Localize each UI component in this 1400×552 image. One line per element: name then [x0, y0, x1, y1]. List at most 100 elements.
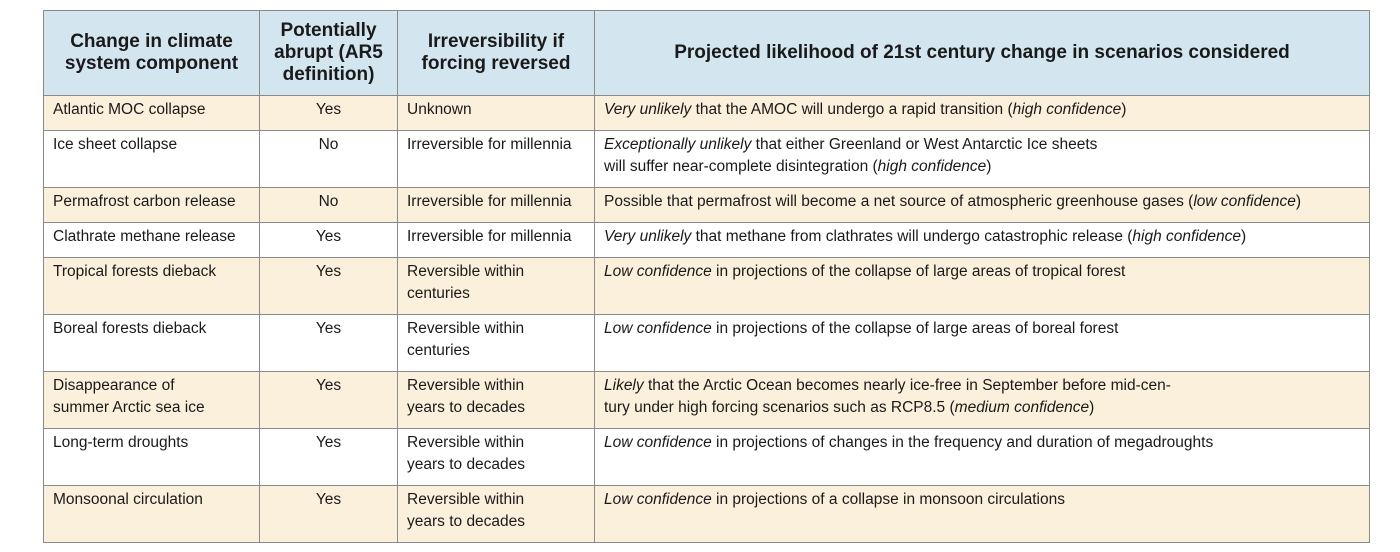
text-segment: that the Arctic Ocean becomes nearly ice… — [643, 377, 1171, 394]
irreversibility-cell: Irreversible for millennia — [397, 187, 595, 223]
table-row: Permafrost carbon release No Irreversible … — [43, 187, 1370, 223]
cell-line: Clathrate methane release — [53, 228, 236, 245]
cell-line: Disappearance of — [53, 377, 175, 394]
abrupt-cell: Yes — [259, 314, 398, 372]
abrupt-cell: Yes — [259, 371, 398, 429]
header-line: forcing reversed — [421, 53, 571, 74]
header-component: Change in climate system component — [43, 10, 260, 96]
component-cell: Clathrate methane release — [43, 222, 260, 258]
header-line: abrupt (AR5 — [274, 42, 383, 63]
irreversibility-cell: Unknown — [397, 95, 595, 131]
cell-line: Irreversible for millennia — [407, 228, 572, 245]
likelihood-cell: Very unlikely that the AMOC will undergo… — [594, 95, 1370, 131]
text-segment: ) — [1295, 193, 1302, 210]
likelihood-cell: Very unlikely that methane from clathrat… — [594, 222, 1370, 258]
likelihood-cell: Low confidence in projections of the col… — [594, 314, 1370, 372]
cell-line: Monsoonal circulation — [53, 491, 203, 508]
table-header: Change in climate system component Poten… — [43, 10, 1370, 96]
likelihood-cell: Possible that permafrost will become a n… — [594, 187, 1370, 223]
component-cell: Long-term droughts — [43, 428, 260, 486]
italic-text: high confidence — [877, 158, 987, 175]
text-segment: in projections of the collapse of large … — [711, 320, 1119, 337]
cell-line: Atlantic MOC collapse — [53, 101, 206, 118]
component-cell: Monsoonal circulation — [43, 485, 260, 543]
cell-line: Reversible within — [407, 491, 525, 508]
cell-line: Reversible within — [407, 263, 525, 280]
text-segment: Possible that permafrost will become a n… — [604, 193, 1194, 210]
header-irreversibility: Irreversibility if forcing reversed — [397, 10, 595, 96]
text-segment: ) — [1241, 228, 1247, 245]
italic-text: Low confidence — [604, 491, 712, 508]
cell-line: years to decades — [407, 456, 526, 473]
irreversibility-cell: Reversible within years to decades — [397, 485, 595, 543]
component-cell: Atlantic MOC collapse — [43, 95, 260, 131]
component-cell: Disappearance of summer Arctic sea ice — [43, 371, 260, 429]
component-cell: Boreal forests dieback — [43, 314, 260, 372]
italic-text: medium confidence — [954, 399, 1090, 416]
cell-line: Boreal forests dieback — [53, 320, 207, 337]
cell-line: centuries — [407, 342, 470, 359]
text-segment: that either Greenland or West Antarctic … — [751, 136, 1098, 153]
component-cell: Tropical forests dieback — [43, 257, 260, 315]
header-line: system component — [64, 53, 239, 74]
likelihood-cell: Low confidence in projections of a colla… — [594, 485, 1370, 543]
text-segment: in projections of changes in the frequen… — [711, 434, 1214, 451]
abrupt-cell: No — [259, 130, 398, 188]
italic-text: Very unlikely — [604, 228, 692, 245]
header-abrupt: Potentially abrupt (AR5 definition) — [259, 10, 398, 96]
irreversibility-cell: Reversible within centuries — [397, 257, 595, 315]
text-segment: in projections of the collapse of large … — [711, 263, 1126, 280]
cell-line: centuries — [407, 285, 470, 302]
cell-line: Reversible within — [407, 377, 525, 394]
climate-change-table: Change in climate system component Poten… — [43, 10, 1370, 543]
cell-line: Irreversible for millennia — [407, 193, 572, 210]
header-line: Change in climate — [70, 31, 233, 52]
cell-line: Low confidence in projections of a colla… — [604, 489, 1360, 511]
table-row: Tropical forests dieback Yes Reversible wi… — [43, 257, 1370, 315]
irreversibility-cell: Reversible within centuries — [397, 314, 595, 372]
header-likelihood: Projected likelihood of 21st century cha… — [594, 10, 1370, 96]
irreversibility-cell: Irreversible for millennia — [397, 222, 595, 258]
cell-line: Possible that permafrost will become a n… — [604, 191, 1360, 213]
component-cell: Ice sheet collapse — [43, 130, 260, 188]
cell-line: Very unlikely that the AMOC will undergo… — [604, 99, 1360, 121]
irreversibility-cell: Irreversible for millennia — [397, 130, 595, 188]
cell-line: years to decades — [407, 513, 526, 530]
header-line: Potentially — [280, 20, 377, 41]
text-segment: ) — [986, 158, 992, 175]
table-body: Atlantic MOC collapse Yes Unknown Very unli… — [43, 95, 1370, 543]
italic-text: Exceptionally unlikely — [604, 136, 752, 153]
text-segment: that the AMOC will undergo a rapid trans… — [691, 101, 1013, 118]
table-row: Monsoonal circulation Yes Reversible withi… — [43, 485, 1370, 543]
text-segment: ) — [1121, 101, 1127, 118]
table-row: Boreal forests dieback Yes Reversible with… — [43, 314, 1370, 372]
table-row: Disappearance of summer Arctic sea ice Yes… — [43, 371, 1370, 429]
text-segment: in projections of a collapse in monsoon … — [711, 491, 1065, 508]
cell-line: Very unlikely that methane from clathrat… — [604, 226, 1360, 248]
cell-line: Tropical forests dieback — [53, 263, 217, 280]
component-cell: Permafrost carbon release — [43, 187, 260, 223]
text-segment: that methane from clathrates will underg… — [691, 228, 1133, 245]
abrupt-cell: Yes — [259, 428, 398, 486]
header-line: definition) — [282, 64, 375, 85]
italic-text: low confidence — [1193, 193, 1296, 210]
cell-line: Irreversible for millennia — [407, 136, 572, 153]
likelihood-cell: Exceptionally unlikely that either Green… — [594, 130, 1370, 188]
cell-line: Reversible within — [407, 434, 525, 451]
abrupt-cell: Yes — [259, 222, 398, 258]
cell-line: Reversible within — [407, 320, 525, 337]
italic-text: high confidence — [1132, 228, 1241, 245]
italic-text: Likely — [604, 377, 644, 394]
abrupt-cell: No — [259, 187, 398, 223]
cell-line: years to decades — [407, 399, 526, 416]
italic-text: Low confidence — [604, 320, 712, 337]
header-row: Change in climate system component Poten… — [43, 10, 1370, 96]
text-segment: tury under high forcing scenarios such a… — [604, 399, 955, 416]
italic-text: Low confidence — [604, 263, 712, 280]
cell-line: Exceptionally unlikely that either Green… — [604, 134, 1360, 156]
abrupt-cell: Yes — [259, 95, 398, 131]
table-row: Long-term droughts Yes Reversible within ye… — [43, 428, 1370, 486]
text-segment: ) — [1089, 399, 1095, 416]
header-line: Irreversibility if — [427, 31, 565, 52]
irreversibility-cell: Reversible within years to decades — [397, 428, 595, 486]
